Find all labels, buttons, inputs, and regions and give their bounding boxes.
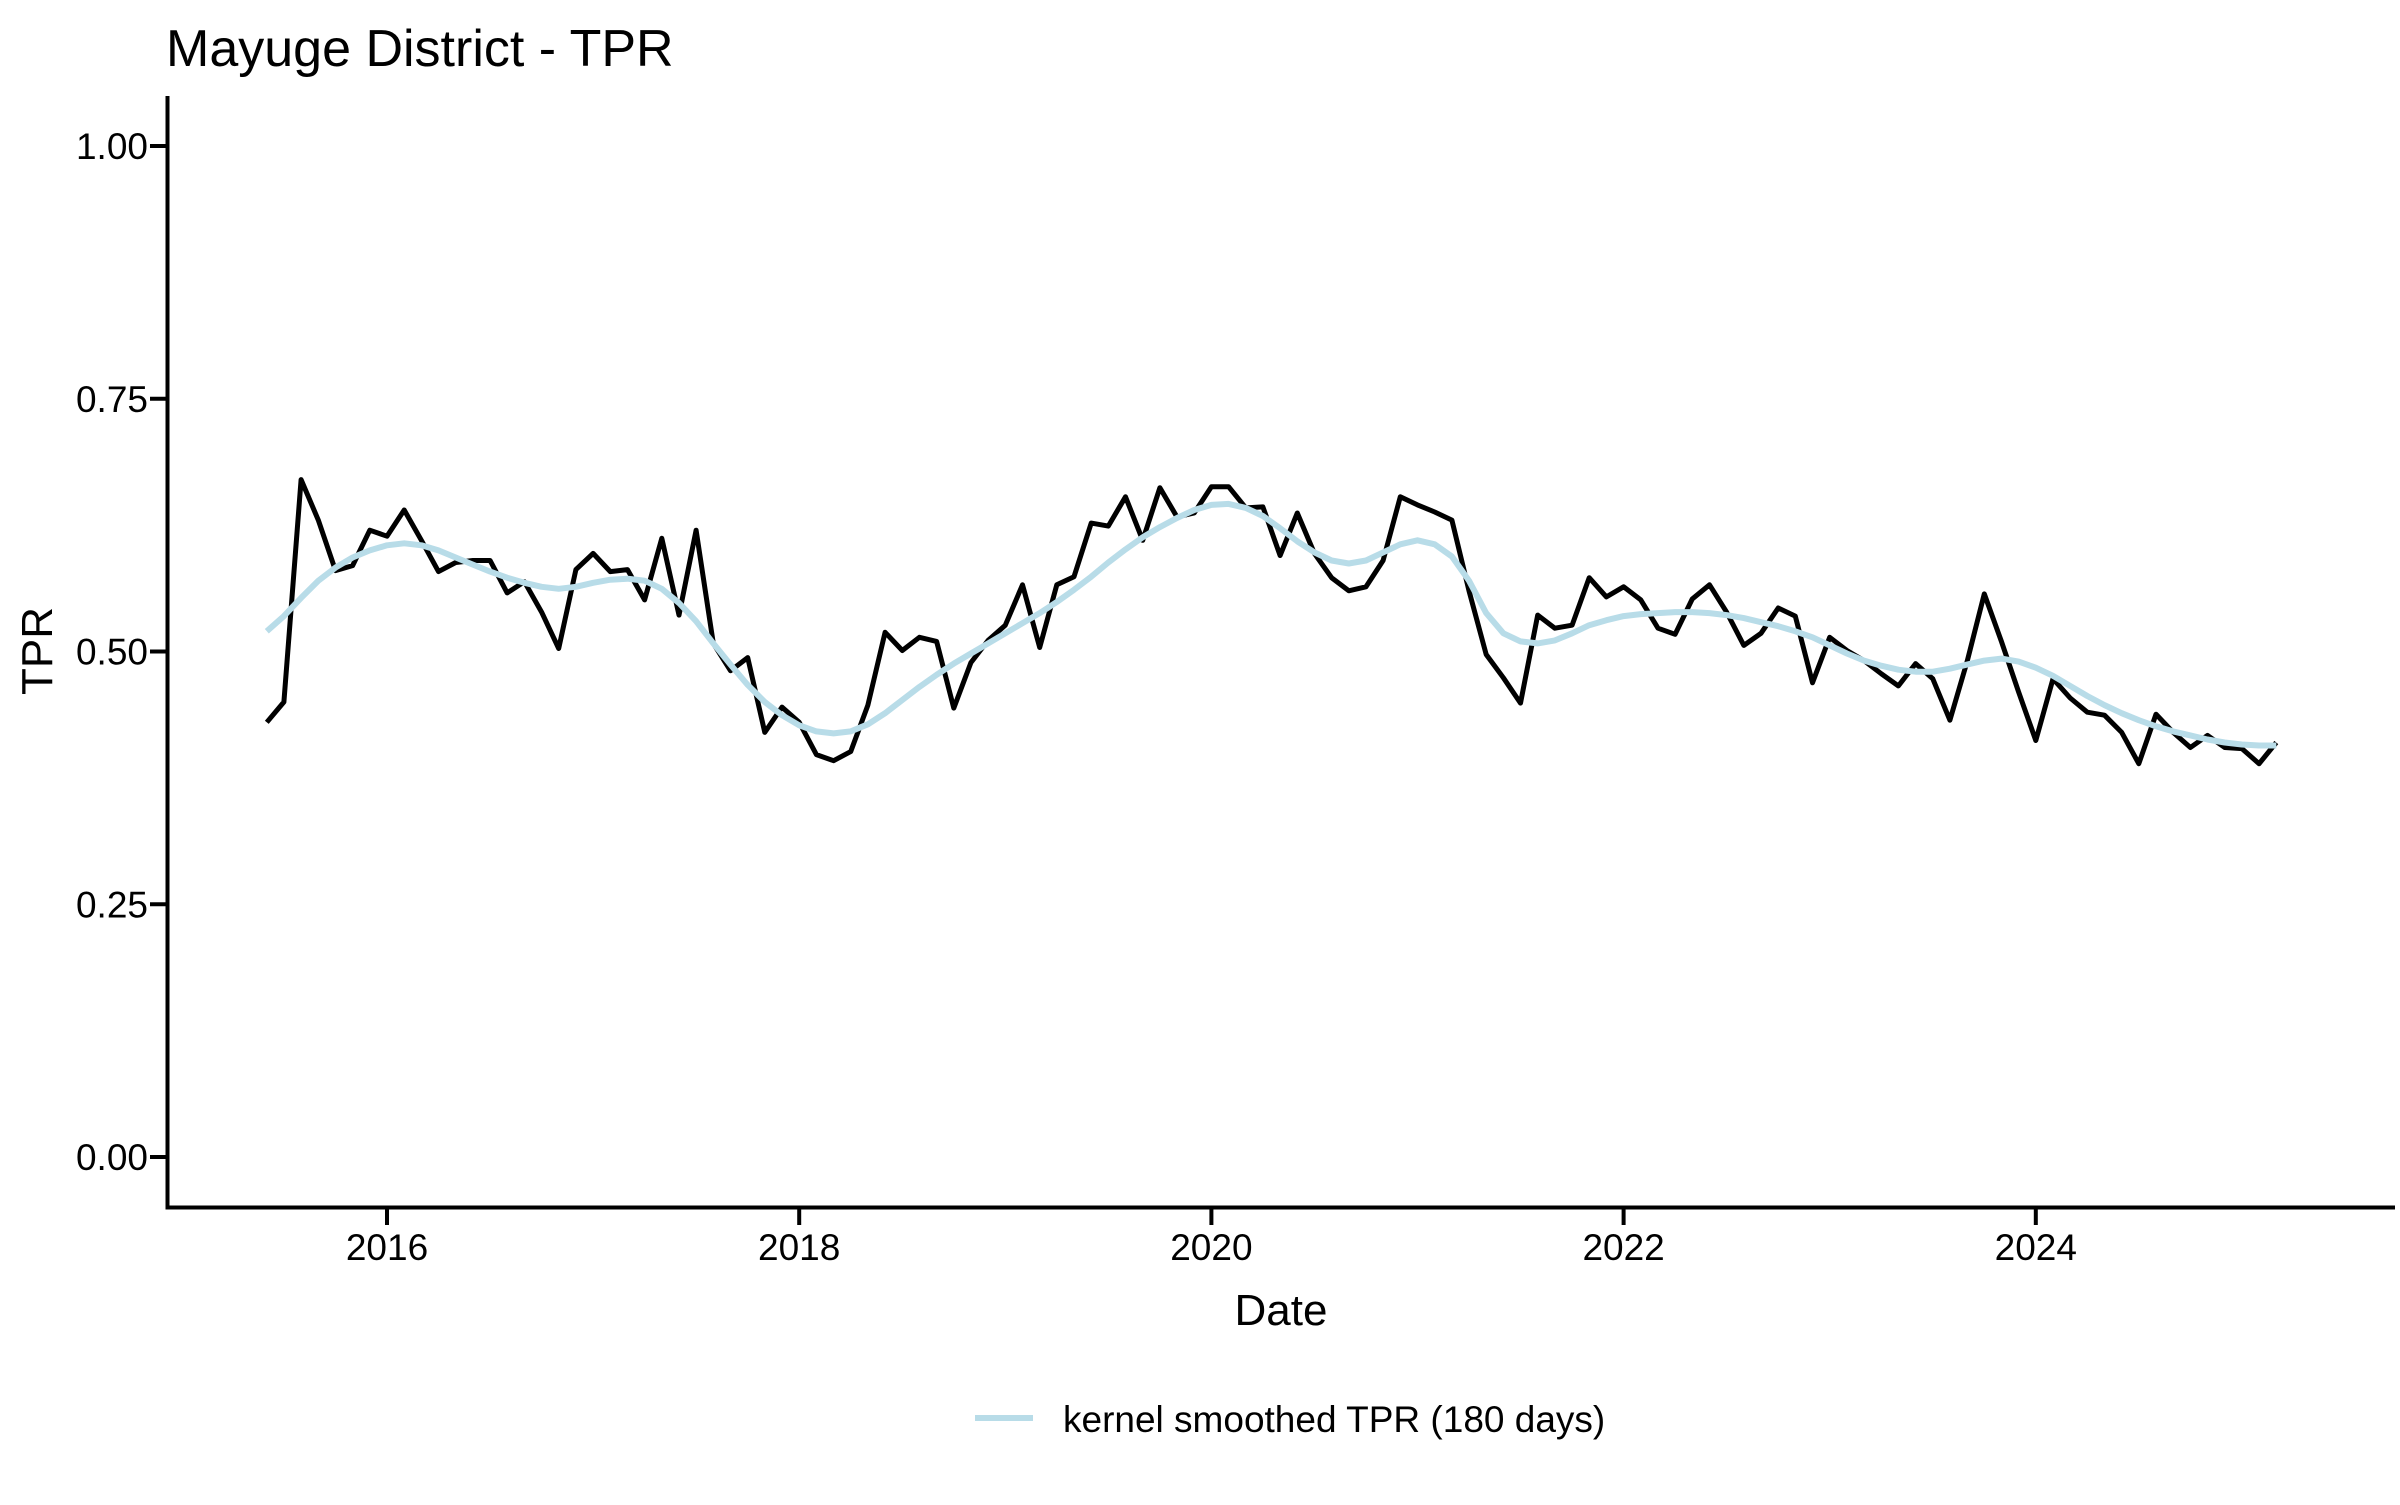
series-layer xyxy=(264,477,2279,767)
legend-label: kernel smoothed TPR (180 days) xyxy=(1063,1399,1605,1440)
x-tick-label: 2018 xyxy=(758,1227,840,1268)
smoothed-tpr-line xyxy=(264,500,2277,749)
tpr-line xyxy=(264,477,2279,767)
x-tick-label: 2016 xyxy=(346,1227,428,1268)
chart-title: Mayuge District - TPR xyxy=(166,20,674,78)
x-tick-label: 2024 xyxy=(1995,1227,2077,1268)
y-tick-label: 0.25 xyxy=(76,884,148,925)
x-axis-label: Date xyxy=(1235,1286,1328,1335)
y-tick-label: 1.00 xyxy=(76,126,148,167)
x-tick-label: 2022 xyxy=(1582,1227,1664,1268)
axes xyxy=(165,96,2395,1210)
x-tick-label: 2020 xyxy=(1170,1227,1252,1268)
tick-layer: 0.00 0.25 0.50 0.75 1.00 2016 2018 2020 2022 2024 xyxy=(76,126,2077,1268)
y-tick-label: 0.00 xyxy=(76,1137,148,1178)
y-tick-label: 0.75 xyxy=(76,379,148,420)
legend: kernel smoothed TPR (180 days) xyxy=(975,1399,1605,1440)
y-axis-label: TPR xyxy=(13,607,62,695)
y-tick-label: 0.50 xyxy=(76,632,148,673)
